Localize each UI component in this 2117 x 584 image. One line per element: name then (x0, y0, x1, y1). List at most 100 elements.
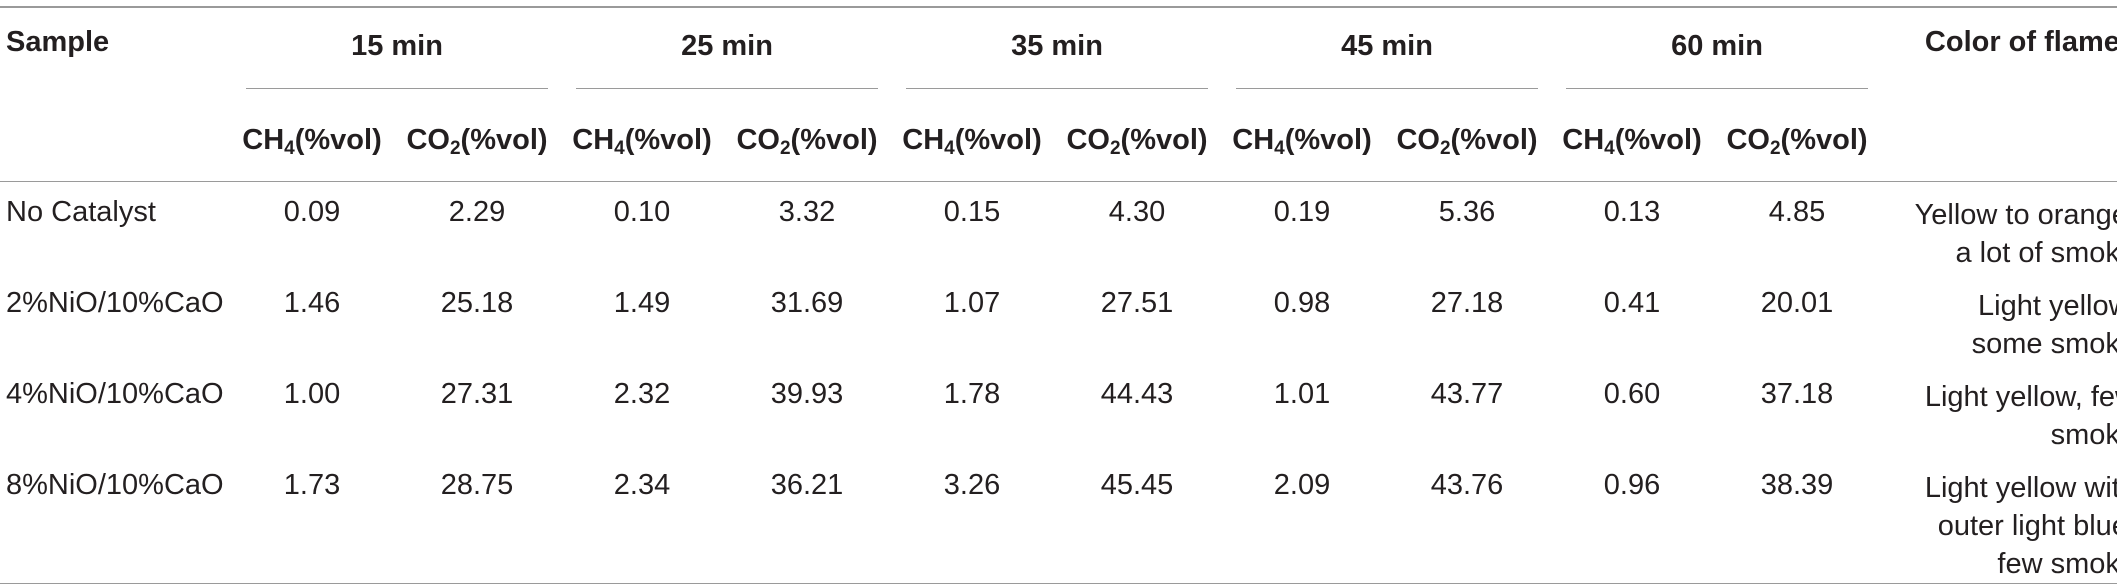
cell-ch4-value: 1.07 (943, 287, 1001, 319)
cell-ch4-value: 0.19 (1273, 196, 1331, 228)
cell-co2-value: 27.51 (1100, 287, 1174, 319)
cell-sample: 2%NiO/10%CaO (6, 287, 224, 319)
group-rule (1236, 87, 1538, 89)
header-formula-unit: (%vol) (1450, 123, 1538, 156)
header-formula-unit: (%vol) (790, 123, 878, 156)
cell-co2-value: 27.31 (440, 378, 514, 410)
flame-description-line: smoke (2050, 419, 2117, 451)
cell-ch4-value: 2.09 (1222, 455, 1382, 584)
header-formula-subscript: 2 (1769, 137, 1781, 159)
cell-co2-value: 43.76 (1382, 455, 1552, 584)
header-group-15min: 15 min (232, 6, 562, 99)
header-formula-prefix: CO (736, 123, 780, 156)
cell-flame-color: Light yellow, few smoke (1882, 364, 2117, 455)
cell-sample: 4%NiO/10%CaO (6, 378, 224, 410)
cell-co2-value: 27.18 (1430, 287, 1504, 319)
header-formula-prefix: CH (242, 123, 285, 156)
header-formula-subscript: 2 (1109, 137, 1121, 159)
cell-ch4-value: 1.01 (1273, 378, 1331, 410)
group-rule (246, 87, 548, 89)
cell-ch4-value: 2.32 (613, 378, 671, 410)
header-formula-subscript: 4 (1604, 137, 1615, 159)
header-formula-subscript: 2 (779, 137, 791, 159)
header-co2-vol: CO2(%vol) (392, 99, 562, 182)
table-row: No Catalyst 0.09 2.29 0.10 3.32 0.15 4.30 0.19 5… (0, 182, 2117, 274)
header-formula-prefix: CO (406, 123, 450, 156)
header-formula-prefix: CO (1066, 123, 1110, 156)
cell-co2-value: 36.21 (722, 455, 892, 584)
cell-co2-value: 5.36 (1438, 196, 1496, 228)
header-formula-subscript: 4 (614, 137, 625, 159)
table-header: Sample 15 min 25 min 35 min 45 min (0, 6, 2117, 182)
cell-co2-value: 3.32 (778, 196, 836, 228)
header-group-label: 15 min (351, 29, 443, 62)
header-formula-subscript: 4 (944, 137, 955, 159)
header-formula-unit: (%vol) (1120, 123, 1208, 156)
table-body: No Catalyst 0.09 2.29 0.10 3.32 0.15 4.30 0.19 5… (0, 182, 2117, 584)
cell-co2-value: 43.77 (1430, 378, 1504, 410)
header-formula-unit: (%vol) (1780, 123, 1868, 156)
header-ch4-vol: CH4(%vol) (562, 99, 722, 182)
header-formula-prefix: CH (1562, 123, 1605, 156)
flame-description-line: Yellow to orange, (1914, 199, 2117, 231)
cell-flame-color: Light yellow, some smoke (1882, 273, 2117, 364)
cell-ch4-value: 0.41 (1603, 287, 1661, 319)
header-sample: Sample (0, 6, 232, 99)
cell-ch4-value: 1.46 (283, 287, 341, 319)
header-formula-subscript: 4 (1274, 137, 1285, 159)
header-group-label: 35 min (1011, 29, 1103, 62)
flame-description-line: few smoke (1997, 548, 2117, 580)
header-co2-vol: CO2(%vol) (722, 99, 892, 182)
cell-co2-value: 37.18 (1760, 378, 1834, 410)
header-ch4-vol: CH4(%vol) (1552, 99, 1712, 182)
cell-co2-value: 31.69 (770, 287, 844, 319)
header-formula-prefix: CO (1396, 123, 1440, 156)
header-formula-unit: (%vol) (624, 123, 712, 156)
cell-co2-value: 4.30 (1108, 196, 1166, 228)
cell-sample: 8%NiO/10%CaO (0, 455, 232, 584)
header-formula-unit: (%vol) (1284, 123, 1372, 156)
cell-ch4-value: 0.98 (1273, 287, 1331, 319)
flame-description-line: Light yellow with (1924, 472, 2117, 504)
header-group-label: 45 min (1341, 29, 1433, 62)
cell-co2-value: 44.43 (1100, 378, 1174, 410)
header-formula-prefix: CH (902, 123, 945, 156)
header-group-25min: 25 min (562, 6, 892, 99)
group-rule (906, 87, 1208, 89)
header-group-label: 25 min (681, 29, 773, 62)
flame-description-line: Light yellow, few (1924, 381, 2117, 413)
cell-co2-value: 38.39 (1712, 455, 1882, 584)
cell-ch4-value: 0.96 (1552, 455, 1712, 584)
cell-co2-value: 20.01 (1760, 287, 1834, 319)
cell-ch4-value: 0.09 (283, 196, 341, 228)
header-row-units: CH4(%vol) CO2(%vol) CH4(%vol) CO2(%vol) CH4(… (0, 99, 2117, 182)
header-ch4-vol: CH4(%vol) (1222, 99, 1382, 182)
cell-ch4-value: 0.15 (943, 196, 1001, 228)
cell-sample: No Catalyst (6, 196, 156, 228)
header-co2-vol: CO2(%vol) (1382, 99, 1552, 182)
flame-description-line: a lot of smoke (1955, 237, 2117, 269)
header-blank (0, 99, 232, 182)
cell-ch4-value: 1.73 (232, 455, 392, 584)
cell-flame-color: Light yellow with outer light blue, few sm… (1882, 455, 2117, 584)
flame-description-line: some smoke (1971, 328, 2117, 360)
header-formula-subscript: 4 (284, 137, 295, 159)
header-formula-unit: (%vol) (1614, 123, 1702, 156)
header-ch4-vol: CH4(%vol) (232, 99, 392, 182)
cell-co2-value: 25.18 (440, 287, 514, 319)
header-formula-prefix: CO (1726, 123, 1770, 156)
header-formula-unit: (%vol) (954, 123, 1042, 156)
table-row: 8%NiO/10%CaO 1.73 28.75 2.34 36.21 3.26 45.45 2… (0, 455, 2117, 584)
cell-co2-value: 2.29 (448, 196, 506, 228)
header-row-groups: Sample 15 min 25 min 35 min 45 min (0, 6, 2117, 99)
cell-ch4-value: 1.00 (283, 378, 341, 410)
group-rule (576, 87, 878, 89)
header-formula-subscript: 2 (449, 137, 461, 159)
header-group-60min: 60 min (1552, 6, 1882, 99)
header-blank (1882, 99, 2117, 182)
results-table: Sample 15 min 25 min 35 min 45 min (0, 6, 2117, 584)
header-co2-vol: CO2(%vol) (1052, 99, 1222, 182)
cell-ch4-value: 0.13 (1603, 196, 1661, 228)
header-formula-unit: (%vol) (460, 123, 548, 156)
